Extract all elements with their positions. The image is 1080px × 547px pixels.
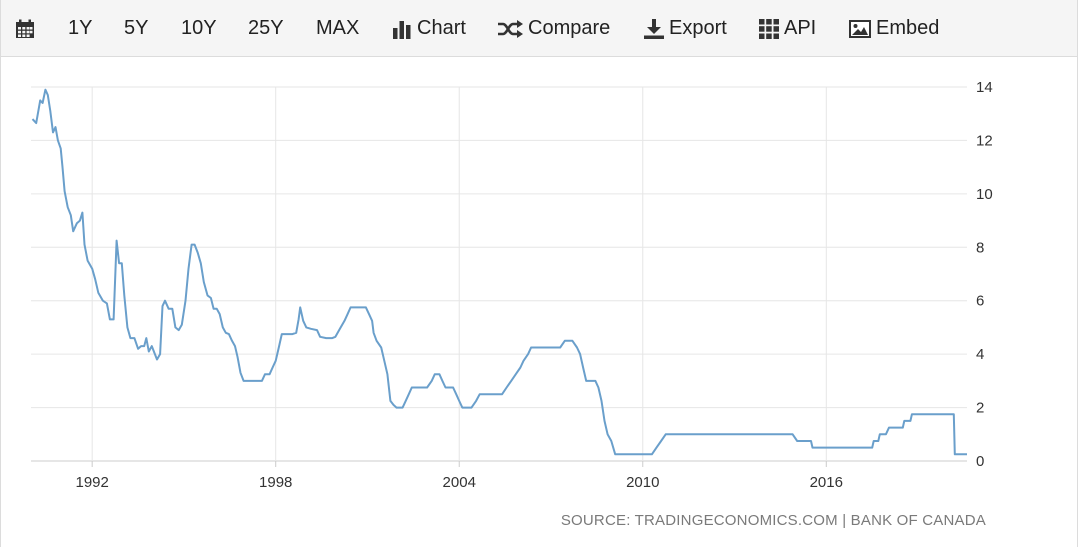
shuffle-icon: [497, 19, 523, 39]
y-tick-label: 12: [976, 132, 993, 149]
x-tick-label: 2010: [626, 474, 659, 491]
toolbar-label: 10Y: [181, 17, 217, 39]
y-tick-label: 8: [976, 239, 984, 256]
toolbar-10y-button[interactable]: 10Y: [181, 0, 217, 57]
toolbar-label: Export: [669, 17, 727, 39]
y-tick-label: 6: [976, 293, 984, 310]
toolbar-export-button[interactable]: Export: [644, 0, 727, 57]
toolbar-max-button[interactable]: MAX: [316, 0, 359, 57]
toolbar-embed-button[interactable]: Embed: [849, 0, 939, 57]
toolbar-label: Chart: [417, 17, 466, 39]
toolbar-label: MAX: [316, 17, 360, 39]
x-tick-label: 2004: [443, 474, 476, 491]
series-line: [31, 88, 967, 456]
x-tick-label: 1998: [259, 474, 292, 491]
toolbar-25y-button[interactable]: 25Y: [248, 0, 284, 57]
toolbar-label: Embed: [876, 17, 940, 39]
chart-toolbar: 1Y 5Y 10Y 25Y MAX Chart Compare Export API Embed: [0, 0, 1078, 57]
toolbar-api-button[interactable]: API: [759, 0, 816, 57]
toolbar-label: API: [784, 17, 817, 39]
toolbar-chart-button[interactable]: Chart: [392, 0, 466, 57]
download-icon: [644, 18, 664, 39]
toolbar-label: 1Y: [68, 17, 93, 39]
calendar-icon: [15, 19, 35, 39]
y-tick-label: 10: [976, 186, 993, 203]
chart-area: 0 2 4 6 8 10 12 14 1992 1998 2004 2010 2016: [0, 57, 1078, 547]
interest-rate-line-chart: 0 2 4 6 8 10 12 14 1992 1998 2004 2010 2016: [31, 79, 993, 491]
toolbar-5y-button[interactable]: 5Y: [124, 0, 148, 57]
y-tick-label: 4: [976, 346, 984, 363]
x-tick-label: 2016: [810, 474, 843, 491]
image-icon: [849, 19, 871, 39]
source-attribution: SOURCE: TRADINGECONOMICS.COM | BANK OF C…: [560, 512, 986, 529]
y-tick-label: 2: [976, 400, 984, 417]
y-tick-label: 14: [976, 79, 993, 96]
toolbar-label: Compare: [528, 17, 611, 39]
toolbar-1y-button[interactable]: 1Y: [68, 0, 92, 57]
bar-chart-icon: [392, 19, 412, 39]
toolbar-label: 25Y: [248, 17, 284, 39]
grid-icon: [759, 18, 779, 39]
x-tick-label: 1992: [75, 474, 108, 491]
y-tick-label: 0: [976, 453, 984, 470]
toolbar-compare-button[interactable]: Compare: [497, 0, 610, 57]
date-range-button[interactable]: [15, 0, 35, 57]
toolbar-label: 5Y: [124, 17, 149, 39]
